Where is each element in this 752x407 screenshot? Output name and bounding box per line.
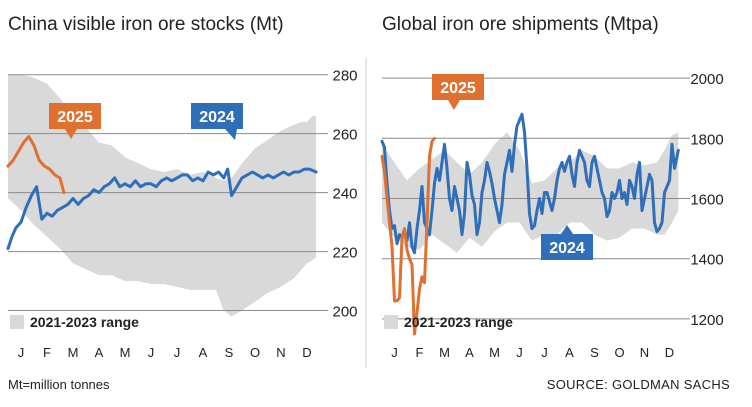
right-month-label-9: O [614,345,624,360]
left-ytick-label-3: 260 [332,127,357,144]
left-month-label-1: F [43,345,51,360]
right-ytick-label-2: 1600 [690,191,723,208]
left-month-label-6: J [174,345,181,360]
left-month-label-0: J [18,345,25,360]
right-month-label-4: M [489,345,500,360]
left-series-label-text-2025: 2025 [57,109,93,126]
right-month-label-6: J [541,345,548,360]
right-series-label-pointer-2024 [561,225,573,234]
left-series-label-pointer-2025 [65,129,77,139]
left-month-label-8: S [225,345,234,360]
left-month-label-7: A [199,345,208,360]
right-month-label-2: M [439,345,450,360]
right-legend-swatch [384,315,398,329]
left-series-label-box-2025 [49,103,101,129]
right-series-label-text-2025: 2025 [440,80,476,97]
right-month-label-7: A [565,345,574,360]
left-range-band [8,74,317,317]
right-series-label-2025: 2025 [432,74,484,110]
left-ytick-label-1: 220 [332,245,357,262]
left-month-label-10: N [276,345,285,360]
right-series-line-2024 [380,112,680,255]
right-month-label-10: N [640,345,649,360]
left-series-label-text-2024: 2024 [199,109,235,126]
right-month-label-1: F [416,345,424,360]
right-series-label-box-2025 [432,74,484,100]
right-ytick-label-3: 1800 [690,131,723,148]
left-series-label-box-2024 [191,103,243,129]
right-ytick-label-1: 1400 [690,252,723,269]
left-month-label-5: J [148,345,155,360]
left-chart-title: China visible iron ore stocks (Mt) [8,14,284,35]
left-month-label-3: A [95,345,104,360]
left-series-label-pointer-2024 [225,129,237,140]
left-series-line-2025 [6,135,66,195]
right-series-label-2024: 2024 [541,225,593,260]
left-month-label-2: M [68,345,79,360]
source-credit: SOURCE: GOLDMAN SACHS [546,377,730,392]
right-ytick-label-0: 1200 [690,312,723,329]
left-series-label-2025: 2025 [49,103,101,139]
left-ytick-label-2: 240 [332,186,357,203]
left-month-label-9: O [250,345,260,360]
left-legend-swatch [10,315,24,329]
right-month-label-5: J [516,345,523,360]
right-series-label-text-2024: 2024 [549,240,585,257]
right-ytick-label-4: 2000 [690,71,723,88]
right-legend-label: 2021-2023 range [404,314,513,330]
right-month-label-8: S [590,345,599,360]
right-month-label-0: J [391,345,398,360]
left-month-label-11: D [302,345,311,360]
left-ytick-label-0: 200 [332,304,357,321]
right-series-label-pointer-2025 [448,100,460,110]
right-month-label-3: A [465,345,474,360]
footnote-units: Mt=million tonnes [8,377,110,392]
right-month-label-11: D [665,345,674,360]
left-ytick-label-4: 280 [332,68,357,85]
right-series-label-box-2024 [541,234,593,260]
right-series-line-2025 [380,136,436,336]
left-legend-label: 2021-2023 range [30,314,139,330]
right-range-band [382,132,679,253]
left-series-line-2024 [6,167,318,251]
left-month-label-4: M [120,345,131,360]
right-chart-title: Global iron ore shipments (Mtpa) [382,14,659,35]
left-series-label-2024: 2024 [191,103,243,140]
